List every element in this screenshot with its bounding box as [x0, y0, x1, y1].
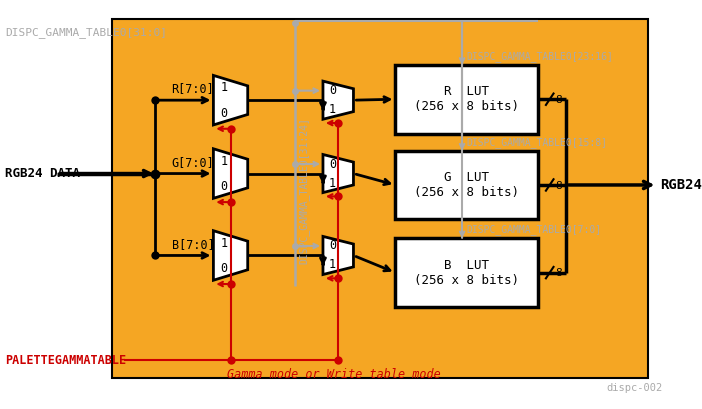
Bar — [395, 151, 538, 219]
Text: DISPC_GAMMA_TABLE0[31:24]: DISPC_GAMMA_TABLE0[31:24] — [298, 117, 309, 264]
Text: 1: 1 — [329, 258, 336, 272]
Text: 1: 1 — [220, 155, 227, 168]
Text: B[7:0]: B[7:0] — [171, 238, 214, 251]
Polygon shape — [323, 236, 354, 274]
Polygon shape — [213, 149, 248, 198]
Polygon shape — [323, 155, 354, 193]
Text: RGB24: RGB24 — [661, 178, 702, 192]
Text: R[7:0]: R[7:0] — [171, 82, 214, 95]
Text: 8: 8 — [555, 181, 562, 191]
Text: 0: 0 — [329, 239, 336, 252]
Text: 1: 1 — [220, 236, 227, 249]
Text: Gamma mode or Write table mode: Gamma mode or Write table mode — [227, 368, 440, 381]
Text: dispc-002: dispc-002 — [606, 383, 662, 393]
Polygon shape — [213, 231, 248, 280]
Text: 8: 8 — [555, 268, 562, 279]
Text: PALETTEGAMMATABLE: PALETTEGAMMATABLE — [5, 354, 126, 367]
Text: 0: 0 — [220, 107, 227, 120]
Text: 0: 0 — [329, 84, 336, 97]
Bar — [395, 65, 538, 133]
Text: 0: 0 — [220, 180, 227, 193]
Text: 1: 1 — [220, 81, 227, 94]
Text: B  LUT
(256 x 8 bits): B LUT (256 x 8 bits) — [414, 258, 519, 287]
Text: 1: 1 — [329, 177, 336, 189]
Text: 1: 1 — [329, 103, 336, 116]
Text: DISPC_GAMMA_TABLE0[31:0]: DISPC_GAMMA_TABLE0[31:0] — [5, 27, 167, 38]
Text: 8: 8 — [555, 95, 562, 105]
Text: 0: 0 — [329, 157, 336, 171]
Text: G[7:0]: G[7:0] — [171, 155, 214, 169]
Text: G  LUT
(256 x 8 bits): G LUT (256 x 8 bits) — [414, 171, 519, 199]
Text: DISPC_GAMMA_TABLE0[23:16]: DISPC_GAMMA_TABLE0[23:16] — [466, 51, 613, 62]
Polygon shape — [213, 75, 248, 125]
Bar — [112, 19, 648, 378]
Bar — [395, 238, 538, 307]
Text: RGB24 DATA: RGB24 DATA — [5, 167, 80, 180]
Polygon shape — [323, 81, 354, 119]
Text: R  LUT
(256 x 8 bits): R LUT (256 x 8 bits) — [414, 85, 519, 113]
Text: DISPC_GAMMA_TABLE0[15:8]: DISPC_GAMMA_TABLE0[15:8] — [466, 137, 607, 148]
Text: DISPC_GAMMA_TABLE0[7:0]: DISPC_GAMMA_TABLE0[7:0] — [466, 225, 601, 236]
Text: 0: 0 — [220, 262, 227, 275]
